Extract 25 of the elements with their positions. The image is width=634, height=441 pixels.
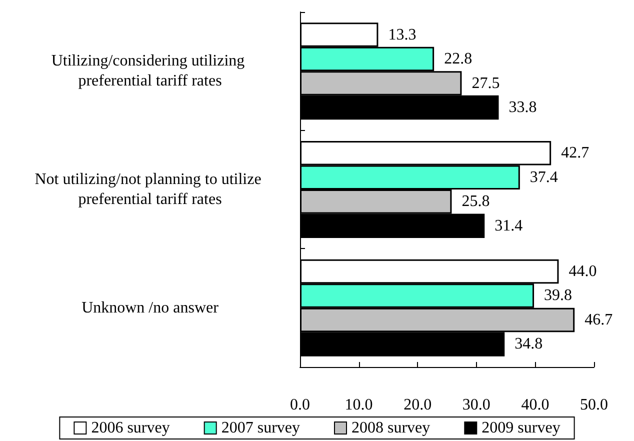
x-tick-label: 50.0: [580, 396, 608, 414]
legend-label: 2006 survey: [91, 420, 170, 436]
legend-label: 2008 survey: [352, 420, 430, 436]
data-label: 42.7: [561, 144, 590, 162]
data-label: 39.8: [544, 287, 572, 304]
data-label: 33.8: [508, 99, 537, 116]
data-label: 34.8: [514, 336, 543, 353]
legend-label: 2007 survey: [221, 420, 300, 436]
legend-label: 2009 survey: [482, 420, 560, 436]
x-tick-label: 20.0: [404, 396, 432, 414]
data-label: 44.0: [568, 262, 597, 280]
y-tick-label: Not utilizing/not planning to utilize preferential tariff rates: [34, 171, 266, 208]
x-tick-label: 0.0: [290, 396, 310, 414]
data-label: 46.7: [584, 311, 613, 328]
data-label: 37.4: [530, 168, 558, 186]
data-label: 25.8: [462, 193, 490, 210]
data-label: 13.3: [388, 26, 416, 44]
data-label: 31.4: [494, 217, 523, 234]
data-label: 27.5: [472, 74, 500, 92]
x-tick-label: 40.0: [521, 396, 550, 414]
data-label: 22.8: [444, 50, 472, 68]
y-tick-label: Unknown /no answer: [82, 299, 220, 316]
x-tick-label: 10.0: [344, 396, 373, 414]
x-tick-label: 30.0: [462, 396, 490, 414]
y-tick-label: Utilizing/considering utilizing preferential tariff rates: [51, 52, 249, 90]
